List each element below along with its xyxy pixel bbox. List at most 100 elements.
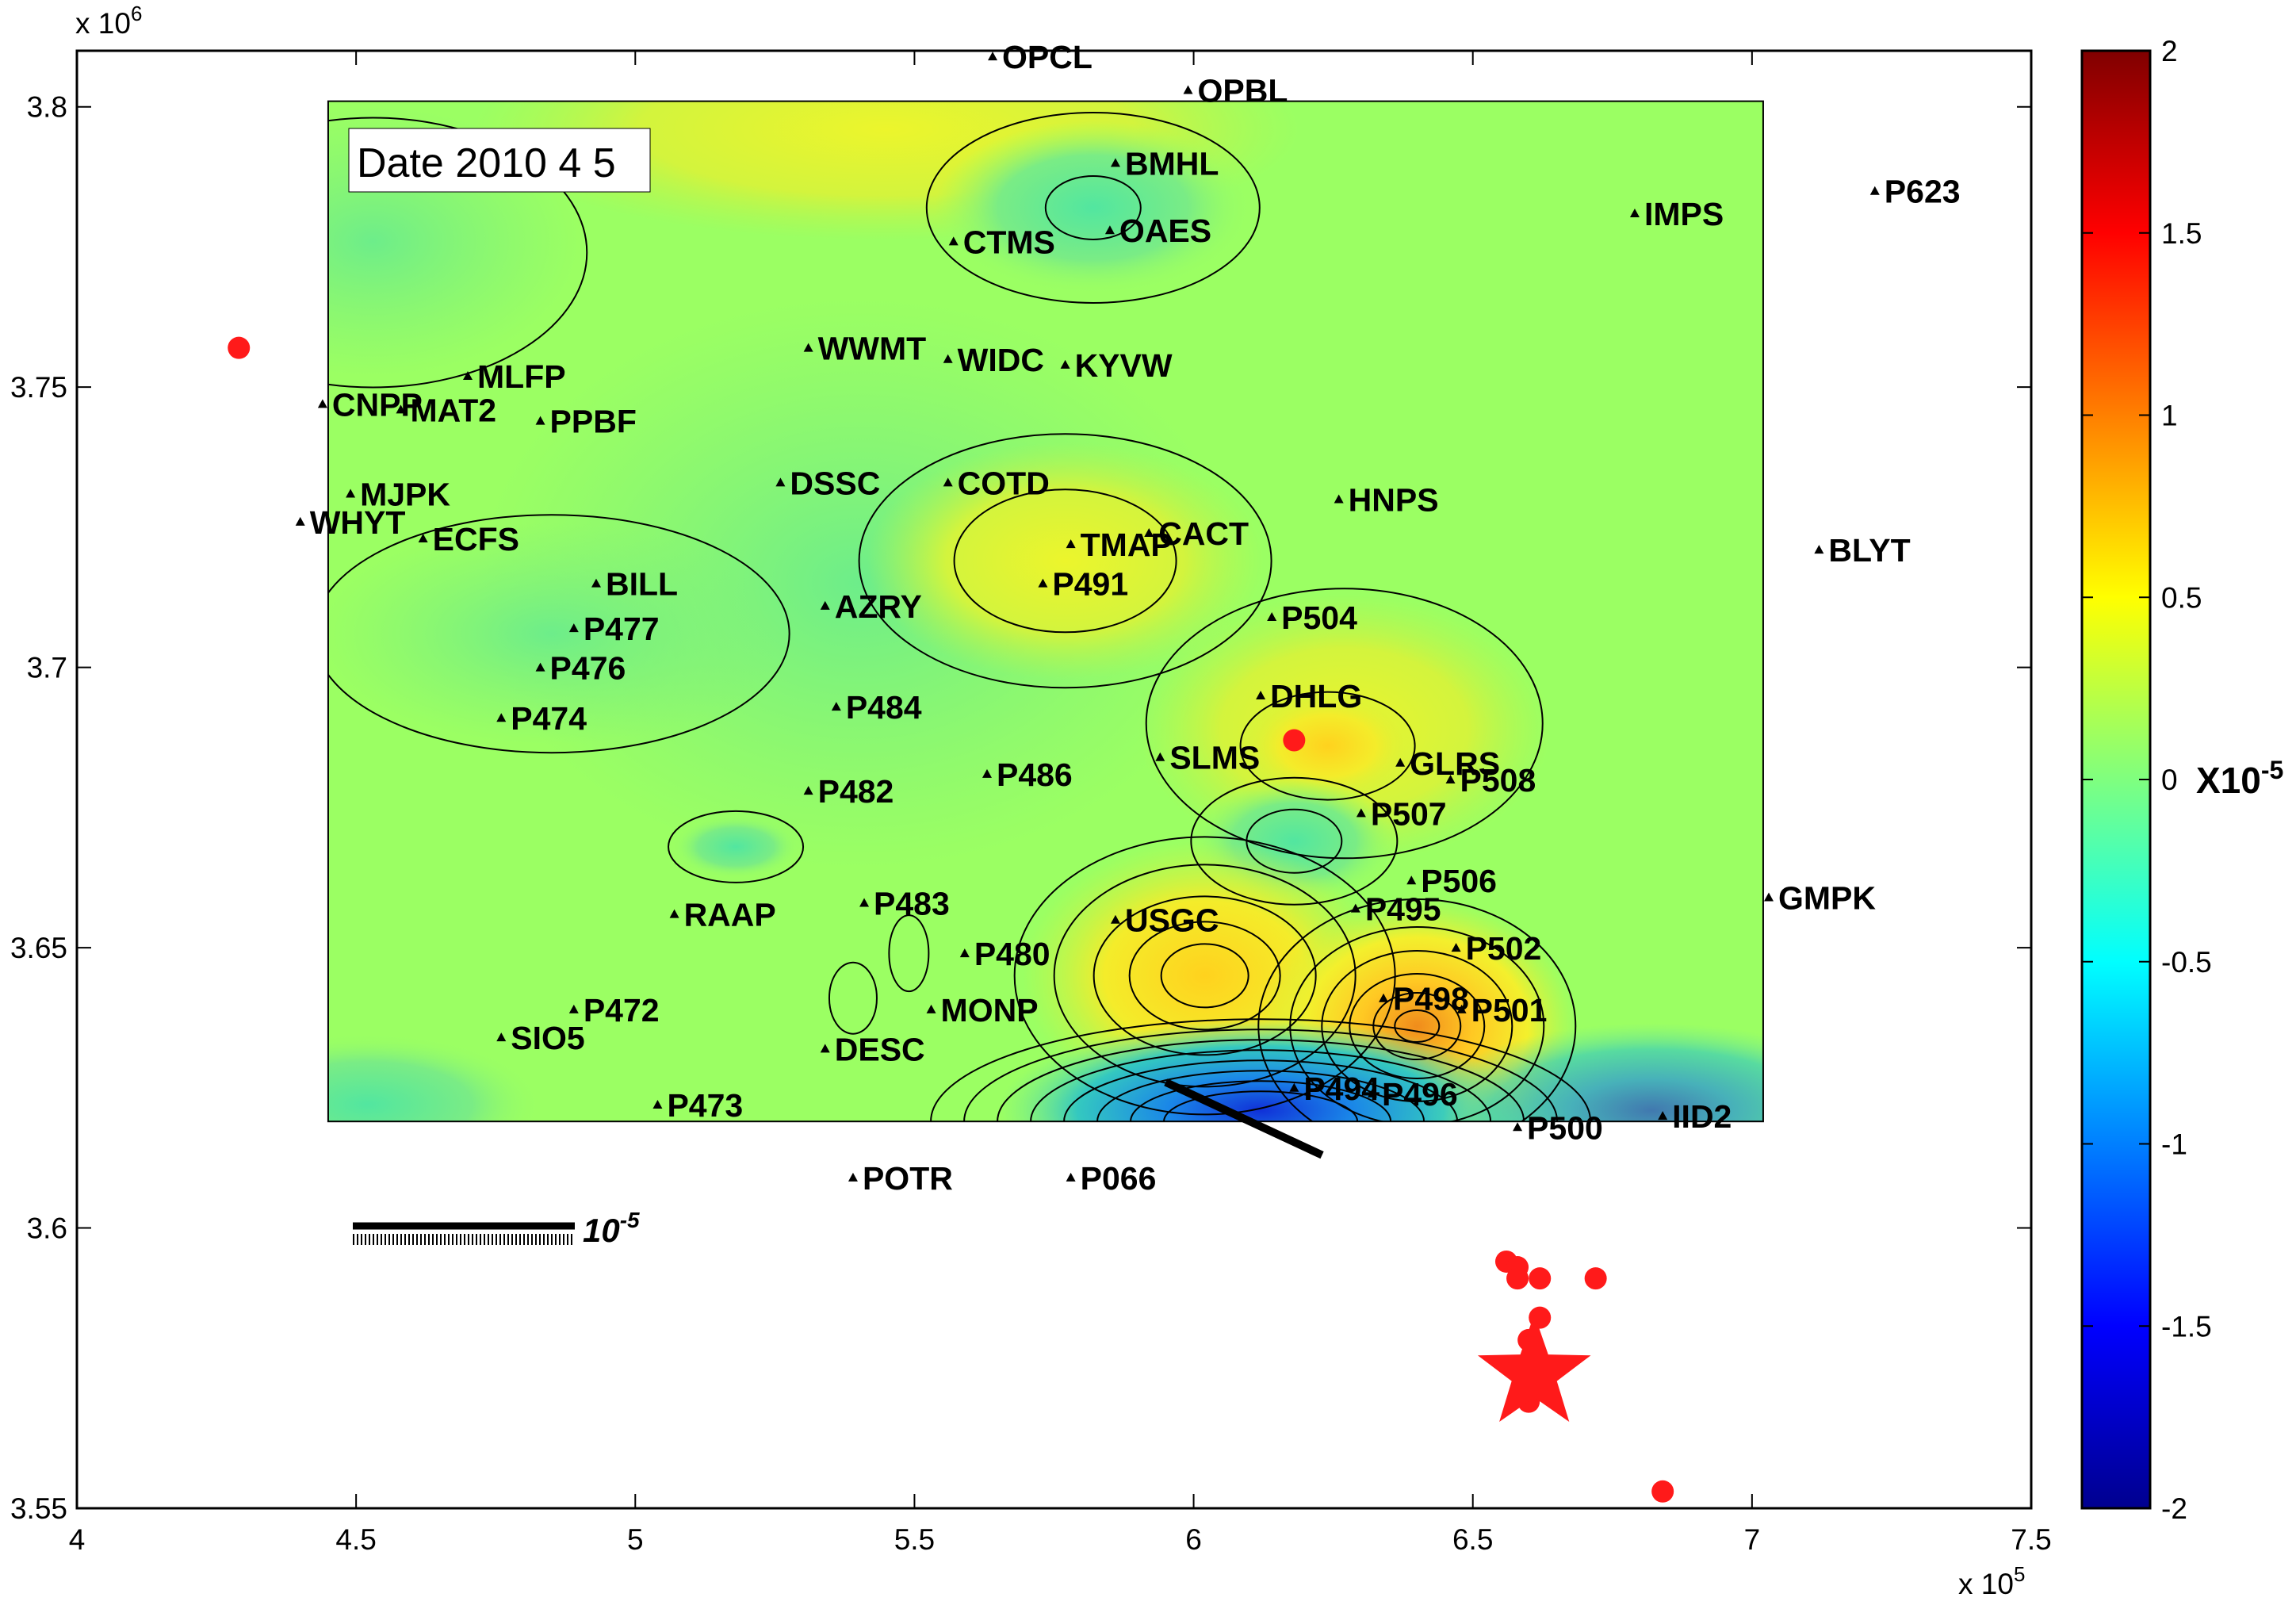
- fault-trace: [1164, 1078, 1324, 1159]
- station-label: OAES: [1119, 213, 1211, 249]
- station-marker: [803, 343, 813, 352]
- y-tick-label: 3.7: [27, 652, 67, 684]
- station-marker: [820, 600, 830, 610]
- station-marker: [1629, 209, 1640, 218]
- scale-bar: 10-5: [353, 1208, 640, 1249]
- station-label: P495: [1365, 891, 1441, 928]
- station-marker: [1451, 943, 1461, 952]
- station-marker: [1350, 903, 1360, 913]
- colorbar-tick-label: -1: [2161, 1128, 2187, 1161]
- station-label: COTD: [958, 465, 1050, 501]
- y-tick-label: 3.8: [27, 91, 67, 124]
- station-label: BMHL: [1125, 145, 1219, 182]
- station-label: CACT: [1158, 515, 1249, 552]
- station-marker: [1869, 186, 1880, 195]
- colorbar-tick-label: 0: [2161, 764, 2178, 796]
- x-tick-label: 4.5: [335, 1523, 376, 1556]
- station-marker: [1334, 494, 1344, 504]
- gps-stations: OPCL OPBL BMHL CTMS OAES IMPS P623 MLFP WWMT WIDC…: [295, 39, 1961, 1197]
- station-label: P491: [1052, 566, 1128, 603]
- station-marker: [988, 52, 998, 61]
- station-marker: [418, 534, 428, 543]
- station-marker: [1066, 539, 1076, 549]
- station-label: MONP: [941, 992, 1039, 1029]
- y-tick-label: 3.55: [10, 1492, 67, 1525]
- station-marker: [1658, 1111, 1668, 1120]
- station-label: WIDC: [958, 342, 1044, 378]
- station-label: P508: [1460, 762, 1536, 799]
- colorbar-ticks: 2 1.5 1 0.5 0 -0.5 -1 -1.5 -2: [2082, 35, 2212, 1525]
- station-marker: [591, 578, 601, 588]
- station-label: P473: [667, 1087, 743, 1124]
- scale-bar-base: 10: [583, 1212, 620, 1249]
- station-label: P476: [550, 650, 626, 687]
- station-label: AZRY: [835, 588, 922, 625]
- station-marker: [943, 477, 953, 487]
- station-label: DESC: [835, 1031, 925, 1067]
- colorbar-label: X10-5: [2196, 756, 2283, 801]
- station-label: KYVW: [1075, 347, 1173, 384]
- station-marker: [1356, 808, 1366, 818]
- x-tick-label: 6: [1185, 1523, 1202, 1556]
- station-marker: [1060, 359, 1070, 369]
- station-marker: [535, 662, 545, 672]
- date-label: Date 2010 4 5: [357, 140, 616, 186]
- station-label: ECFS: [433, 521, 519, 557]
- station-label: BILL: [606, 566, 678, 603]
- station-marker: [295, 516, 305, 526]
- station-label: DSSC: [790, 465, 880, 501]
- station-label: USGC: [1125, 902, 1219, 939]
- station-label: SLMS: [1169, 740, 1260, 776]
- station-marker: [943, 354, 953, 363]
- colorbar-tick-label: 1: [2161, 400, 2178, 432]
- station-label: P486: [997, 757, 1073, 793]
- station-label: BLYT: [1828, 532, 1910, 569]
- station-marker: [1267, 611, 1277, 621]
- earthquake-event: [1584, 1267, 1607, 1290]
- station-marker: [1066, 1172, 1076, 1182]
- station-marker: [669, 909, 679, 918]
- station-label: RAAP: [684, 897, 776, 933]
- station-label: IID2: [1672, 1098, 1732, 1135]
- axis-ticks: 4 4.5 5 5.5 6 6.5 7 7.5 3.55 3.6 3.65 3.7 3.75 3.8: [10, 51, 2052, 1556]
- station-marker: [959, 948, 970, 958]
- station-label: HNPS: [1349, 482, 1439, 519]
- x-axis-multiplier: x 105: [1958, 1562, 2025, 1600]
- station-label: GMPK: [1778, 879, 1876, 916]
- station-marker: [926, 1004, 936, 1013]
- earthquake-events: [228, 336, 1674, 1503]
- station-label: P494: [1303, 1071, 1380, 1107]
- station-marker: [317, 399, 327, 408]
- x-tick-label: 7: [1744, 1523, 1761, 1556]
- station-label: OPBL: [1198, 72, 1288, 109]
- y-tick-label: 3.6: [27, 1212, 67, 1245]
- station-marker: [803, 786, 813, 795]
- station-marker: [820, 1044, 830, 1053]
- station-marker: [1513, 1122, 1523, 1132]
- y-axis-multiplier: x 106: [75, 2, 142, 40]
- station-label: MAT2: [410, 392, 496, 428]
- station-marker: [1104, 225, 1115, 235]
- station-label: P623: [1885, 174, 1961, 210]
- station-label: P500: [1527, 1109, 1603, 1146]
- colorbar-tick-label: 1.5: [2161, 217, 2202, 250]
- station-label: P507: [1371, 795, 1447, 832]
- colorbar-tick-label: 0.5: [2161, 581, 2202, 614]
- station-marker: [1814, 545, 1824, 554]
- station-label: P502: [1466, 930, 1542, 967]
- station-label: WWMT: [818, 331, 927, 367]
- station-label: P484: [846, 689, 922, 726]
- station-label: MLFP: [477, 358, 566, 395]
- station-label: IMPS: [1644, 196, 1724, 232]
- station-marker: [848, 1172, 858, 1182]
- station-label: P480: [974, 936, 1050, 972]
- x-tick-label: 6.5: [1452, 1523, 1493, 1556]
- station-marker: [496, 1032, 507, 1042]
- station-marker: [1367, 1088, 1377, 1097]
- x-tick-label: 7.5: [2011, 1523, 2051, 1556]
- station-marker: [1456, 1004, 1467, 1013]
- station-marker: [496, 713, 507, 722]
- station-label: PPBF: [550, 404, 637, 440]
- station-label: CNPP: [332, 386, 423, 423]
